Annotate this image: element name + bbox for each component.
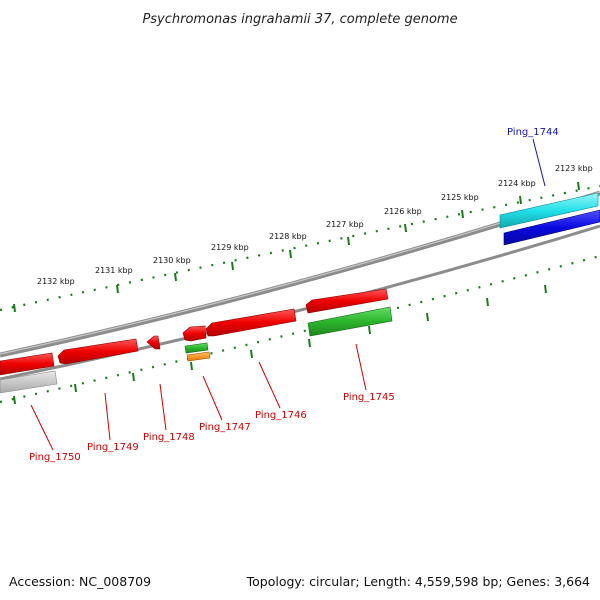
gene-label-ping-1749: Ping_1749 — [87, 442, 139, 453]
inner-major-ticks — [13, 284, 547, 405]
outer-tick-ring — [0, 184, 600, 312]
inner-backbone — [0, 224, 600, 381]
gene-labels: Ping_1744 Ping_1745 Ping_1746 Ping_1747 … — [29, 127, 559, 463]
green-feature-ping-1747 — [184, 342, 209, 354]
kbp-label: 2130 kbp — [153, 256, 191, 265]
cds-ping-1749 — [57, 338, 139, 365]
topology-text: Topology: circular; Length: 4,559,598 bp… — [246, 574, 590, 589]
kbp-label: 2124 kbp — [498, 179, 536, 188]
kbp-label: 2131 kbp — [95, 266, 133, 275]
cds-ping-1747-red — [182, 325, 207, 342]
cds-ping-1746 — [205, 308, 297, 337]
accession-text: Accession: NC_008709 — [9, 574, 151, 589]
outer-major-ticks — [13, 181, 580, 313]
kbp-label: 2126 kbp — [384, 207, 422, 216]
gene-label-leaders — [30, 138, 546, 451]
cyan-feature — [499, 192, 599, 229]
gene-label-ping-1747: Ping_1747 — [199, 422, 251, 433]
gene-label-ping-1744: Ping_1744 — [507, 127, 559, 138]
cds-ping-1750-red — [0, 352, 55, 376]
kbp-label: 2129 kbp — [211, 243, 249, 252]
map-title: Psychromonas ingrahamii 37, complete gen… — [142, 12, 457, 27]
gray-feature-ping-1750 — [0, 370, 58, 394]
orange-feature-ping-1747 — [186, 351, 211, 362]
cds-ping-1748 — [146, 335, 161, 350]
gene-label-ping-1748: Ping_1748 — [143, 432, 195, 443]
cds-ping-1745-red — [305, 288, 389, 314]
blue-feature — [503, 209, 600, 246]
kbp-label: 2132 kbp — [37, 277, 75, 286]
gene-label-ping-1750: Ping_1750 — [29, 452, 81, 463]
inner-tick-ring — [0, 254, 600, 404]
gene-label-ping-1745: Ping_1745 — [343, 392, 395, 403]
kbp-label: 2125 kbp — [441, 193, 479, 202]
kbp-label: 2128 kbp — [269, 232, 307, 241]
gene-label-ping-1746: Ping_1746 — [255, 410, 307, 421]
kbp-labels: 2123 kbp 2124 kbp 2125 kbp 2126 kbp 2127… — [37, 164, 593, 286]
kbp-label: 2123 kbp — [555, 164, 593, 173]
kbp-label: 2127 kbp — [326, 220, 364, 229]
green-feature-ping-1745 — [307, 306, 393, 337]
